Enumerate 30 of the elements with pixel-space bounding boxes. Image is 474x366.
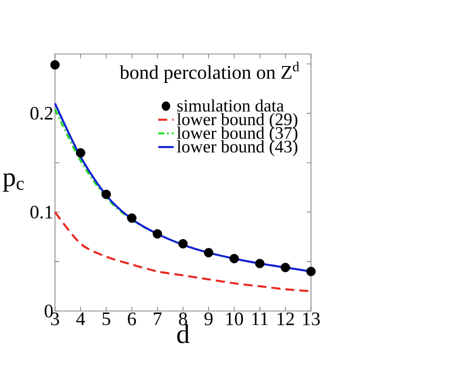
point [230,254,239,264]
point [127,213,137,223]
point [204,248,214,258]
x-tick-label: 6 [128,312,136,326]
x-tick-label: 10 [226,312,243,326]
y-tick-label: 0 [44,304,53,318]
point [306,266,316,276]
point [280,262,290,272]
x-tick-label: 5 [102,312,110,326]
point [152,229,162,239]
point [102,190,111,200]
x-tick-label: 4 [76,312,86,326]
point [76,148,86,158]
x-axis-title: d [177,324,190,344]
x-tick-label: 13 [303,312,320,326]
chart-title: bond percolation on Z$^{d}$ [120,62,300,83]
legend-label: lower bound (43) [176,140,298,156]
y-axis-title: p$_{c}$ [2,173,24,192]
x-tick-label: 8 [178,312,188,326]
x-tick-label: 3 [51,312,60,326]
x-tick-label: 7 [154,312,162,325]
x-tick-label: 9 [204,312,213,326]
y-tick-label: 0.2 [30,106,52,120]
point [50,60,60,70]
legend-label: simulation data [177,99,284,112]
x-tick-label: 11 [252,312,268,326]
point [255,258,264,268]
y-tick-label: 0.1 [30,206,52,219]
point [178,239,188,248]
x-tick-label: 12 [278,312,294,326]
